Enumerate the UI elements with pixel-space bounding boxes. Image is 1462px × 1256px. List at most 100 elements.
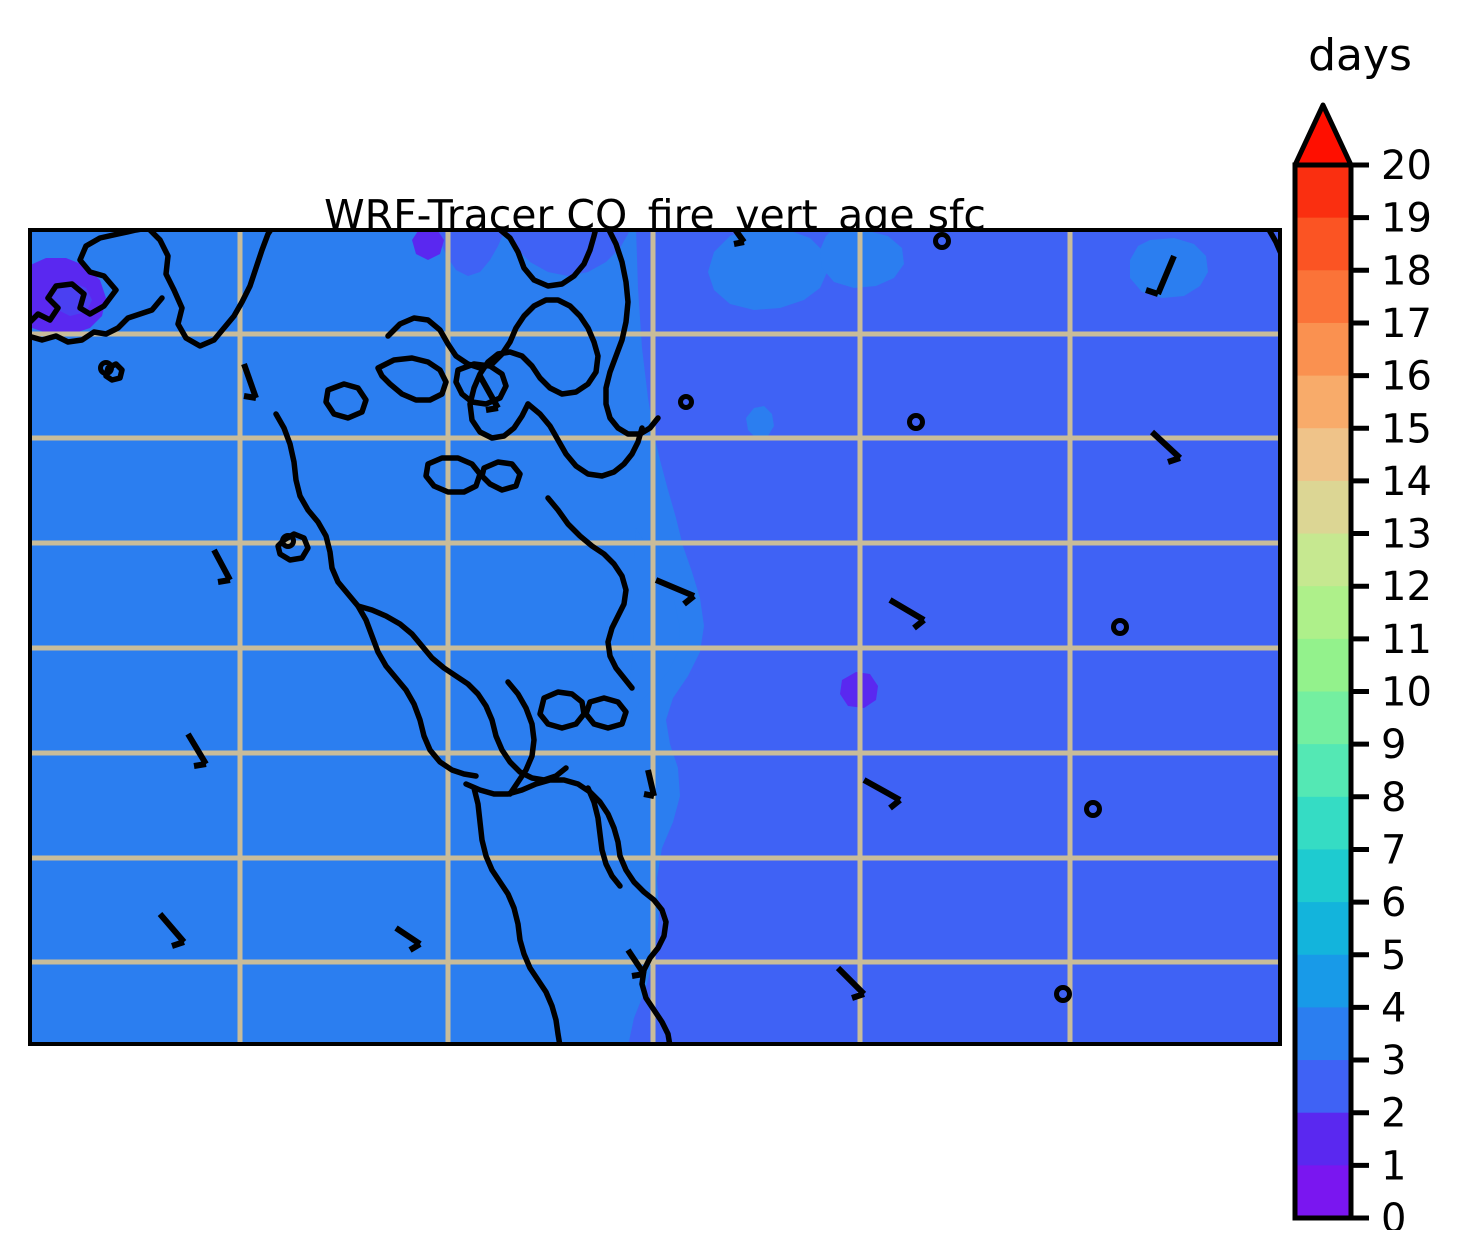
wind-barb xyxy=(394,925,422,953)
colorbar-band xyxy=(1295,1165,1351,1219)
coastline-greenland xyxy=(498,232,598,289)
coastline-us-east xyxy=(545,495,635,691)
colorbar-band xyxy=(1295,165,1351,219)
coastline-island-small-2 xyxy=(275,531,311,563)
wind-barb xyxy=(211,548,233,585)
wind-barb xyxy=(733,232,747,247)
coastlines xyxy=(32,232,1278,1042)
wind-barbs xyxy=(157,232,1183,1001)
wind-barb xyxy=(1149,429,1183,465)
colorbar-band xyxy=(1295,217,1351,271)
colorbar-tick-label: 18 xyxy=(1381,248,1432,294)
colorbar-band xyxy=(1295,902,1351,956)
coastline-south-america-east xyxy=(617,853,673,1042)
station-circle xyxy=(907,413,925,431)
coastline-south-america-west xyxy=(471,785,563,1042)
colorbar-extend-arrow xyxy=(1292,102,1354,168)
coastline-great-lakes xyxy=(423,455,483,495)
colorbar-band xyxy=(1295,428,1351,482)
wind-barb xyxy=(835,965,867,1001)
coastline-mexico xyxy=(355,603,569,783)
colorbar-tick-label: 17 xyxy=(1381,301,1432,347)
coastline-us-west xyxy=(273,411,479,779)
colorbar-tick-label: 8 xyxy=(1381,775,1406,821)
colorbar-band xyxy=(1295,691,1351,745)
coastline-canada-west xyxy=(148,232,273,349)
colorbar-tick-label: 14 xyxy=(1381,459,1432,505)
colorbar-units-label: days xyxy=(1308,30,1412,81)
colorbar-tick-label: 5 xyxy=(1381,933,1406,979)
map-contour-svg xyxy=(32,232,1278,1042)
colorbar-tick-label: 16 xyxy=(1381,354,1432,400)
field-band-2-3-east xyxy=(628,232,1278,1042)
coastline-labrador xyxy=(525,401,645,479)
coastline-south-america-north xyxy=(463,777,623,859)
colorbar-band xyxy=(1295,1007,1351,1061)
colorbar-tick-label: 1 xyxy=(1381,1143,1406,1189)
colorbar-band xyxy=(1295,322,1351,377)
colorbar-bands xyxy=(1295,165,1351,1219)
colorbar-tick-label: 0 xyxy=(1381,1196,1406,1230)
wind-barb xyxy=(185,732,209,769)
wind-barb xyxy=(1145,254,1177,297)
colorbar-tick-label: 3 xyxy=(1381,1038,1406,1084)
station-circle xyxy=(933,232,951,250)
coastline-arctic-islands-2 xyxy=(453,361,509,407)
wind-barb xyxy=(862,777,902,811)
colorbar-band xyxy=(1295,586,1351,640)
colorbar-band xyxy=(1295,1112,1351,1166)
colorbar-tick-label: 11 xyxy=(1381,617,1432,663)
colorbar-band xyxy=(1295,480,1351,535)
colorbar-tick-label: 9 xyxy=(1381,722,1406,768)
colorbar-tick-label: 20 xyxy=(1381,143,1432,189)
colorbar-band xyxy=(1295,375,1351,429)
colorbar-tick-label: 2 xyxy=(1381,1091,1406,1137)
wind-barb xyxy=(643,769,657,799)
station-circle xyxy=(280,533,296,549)
wind-barb xyxy=(241,363,259,401)
coastline-greenland-east xyxy=(603,232,661,437)
colorbar-ticks xyxy=(1351,162,1369,1221)
colorbar-band xyxy=(1295,270,1351,324)
coastline-amazon xyxy=(585,785,623,889)
coastline-caribbean-1 xyxy=(537,689,587,731)
colorbar: days 20 19 18 17 16 15 14 13 12 11 10 9 8 7 6 5 4 3 2 1 0 xyxy=(1290,20,1462,1235)
station-circle xyxy=(678,394,694,410)
wind-barb xyxy=(625,948,647,979)
coastline-great-lakes-2 xyxy=(479,459,523,493)
colorbar-band xyxy=(1295,638,1351,693)
station-circle xyxy=(1084,800,1102,818)
colorbar-tick-label: 7 xyxy=(1381,827,1406,873)
wind-barb xyxy=(477,374,501,413)
station-markers xyxy=(98,232,1129,1003)
field-blob-1-2-top xyxy=(412,232,444,260)
coastline-florida xyxy=(505,679,537,797)
map-plot-area[interactable] xyxy=(28,228,1282,1046)
colorbar-tick-label: 15 xyxy=(1381,406,1432,452)
field-patch-3-4-ne-1 xyxy=(708,232,828,310)
field-band-2-3-ne-lobe xyxy=(501,232,629,276)
coastline-caribbean-2 xyxy=(583,695,629,731)
colorbar-tick-label: 19 xyxy=(1381,196,1432,242)
station-circle xyxy=(98,360,114,376)
colorbar-tick-label: 10 xyxy=(1381,670,1432,716)
colorbar-band xyxy=(1295,744,1351,798)
colorbar-tick-label: 4 xyxy=(1381,985,1406,1031)
wind-barb xyxy=(888,597,926,631)
colorbar-band xyxy=(1295,796,1351,851)
colorbar-band xyxy=(1295,1060,1351,1114)
colorbar-band xyxy=(1295,533,1351,587)
colorbar-tick-label: 12 xyxy=(1381,564,1432,610)
colorbar-tick-label: 13 xyxy=(1381,512,1432,558)
wind-barb xyxy=(157,912,187,949)
wind-barb xyxy=(654,577,696,607)
coastline-arctic-islands-1 xyxy=(375,355,449,403)
colorbar-band xyxy=(1295,954,1351,1008)
map-gridlines xyxy=(32,232,1278,1042)
coastline-alaska xyxy=(32,232,141,324)
coastline-africa-west xyxy=(1267,232,1278,254)
colorbar-band xyxy=(1295,849,1351,903)
